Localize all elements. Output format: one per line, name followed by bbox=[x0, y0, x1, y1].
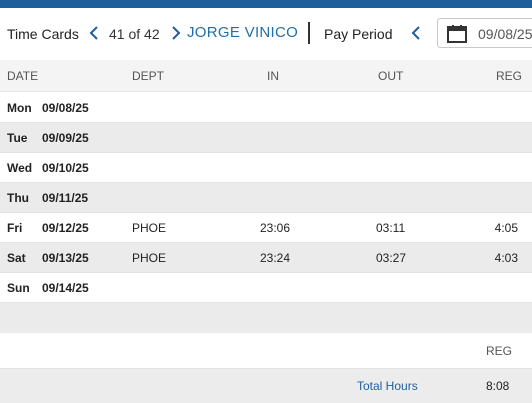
row-reg: 4:03 bbox=[494, 251, 518, 265]
chevron-right-icon bbox=[172, 26, 181, 40]
table-spacer-band bbox=[0, 303, 532, 333]
chevron-left-icon bbox=[89, 26, 98, 40]
column-header-date: DATE bbox=[7, 69, 39, 83]
row-date: 09/13/25 bbox=[42, 251, 89, 265]
table-row[interactable]: Fri 09/12/25 PHOE 23:06 03:11 4:05 bbox=[0, 213, 532, 243]
chevron-left-icon bbox=[411, 26, 420, 40]
pay-period-label: Pay Period bbox=[324, 26, 393, 42]
row-dept: PHOE bbox=[132, 251, 167, 265]
pay-period-date-value: 09/08/25 bbox=[478, 26, 532, 42]
table-row[interactable]: Thu 09/11/25 bbox=[0, 183, 532, 213]
table-row[interactable]: Sun 09/14/25 bbox=[0, 273, 532, 303]
table-column-headers: DATE DEPT IN OUT REG bbox=[0, 60, 532, 92]
row-date: 09/09/25 bbox=[42, 131, 89, 145]
row-date: 09/08/25 bbox=[42, 101, 89, 115]
row-day: Sun bbox=[7, 281, 30, 295]
total-hours-row: Total Hours 8:08 bbox=[0, 369, 532, 403]
row-in: 23:06 bbox=[260, 221, 291, 235]
row-date: 09/12/25 bbox=[42, 221, 89, 235]
row-day: Wed bbox=[7, 161, 33, 175]
row-in: 23:24 bbox=[260, 251, 291, 265]
table-row[interactable]: Wed 09/10/25 bbox=[0, 153, 532, 183]
timecard-header: Time Cards 41 of 42 JORGE VINICO Pay Per… bbox=[0, 8, 532, 60]
summary-header: REG bbox=[0, 333, 532, 369]
row-dept: PHOE bbox=[132, 221, 167, 235]
table-row[interactable]: Sat 09/13/25 PHOE 23:24 03:27 4:03 bbox=[0, 243, 532, 273]
employee-counter: 41 of 42 bbox=[109, 26, 160, 42]
row-day: Sat bbox=[7, 251, 26, 265]
row-reg: 4:05 bbox=[494, 221, 518, 235]
column-header-dept: DEPT bbox=[132, 69, 165, 83]
column-header-reg: REG bbox=[496, 69, 523, 83]
page-title: Time Cards bbox=[7, 26, 79, 42]
row-out: 03:11 bbox=[376, 221, 406, 235]
previous-pay-period-button[interactable] bbox=[409, 23, 423, 43]
row-out: 03:27 bbox=[376, 251, 407, 265]
row-day: Fri bbox=[7, 221, 23, 235]
column-header-out: OUT bbox=[378, 69, 404, 83]
row-day: Tue bbox=[7, 131, 28, 145]
column-header-in: IN bbox=[267, 69, 279, 83]
table-row[interactable]: Tue 09/09/25 bbox=[0, 123, 532, 153]
row-date: 09/14/25 bbox=[42, 281, 89, 295]
top-accent-bar bbox=[0, 0, 532, 8]
summary-column-reg: REG bbox=[486, 344, 513, 358]
row-day: Thu bbox=[7, 191, 29, 205]
header-divider bbox=[308, 22, 310, 44]
row-date: 09/10/25 bbox=[42, 161, 89, 175]
table-row[interactable]: Mon 09/08/25 bbox=[0, 93, 532, 123]
row-date: 09/11/25 bbox=[42, 191, 89, 205]
employee-name-link[interactable]: JORGE VINICO bbox=[187, 24, 299, 41]
total-hours-label: Total Hours bbox=[357, 379, 418, 393]
pay-period-date-picker[interactable]: 09/08/25 bbox=[437, 18, 532, 48]
previous-employee-button[interactable] bbox=[87, 23, 101, 43]
next-employee-button[interactable] bbox=[169, 23, 183, 43]
total-hours-value: 8:08 bbox=[486, 379, 510, 393]
calendar-icon bbox=[447, 25, 467, 43]
row-day: Mon bbox=[7, 101, 32, 115]
